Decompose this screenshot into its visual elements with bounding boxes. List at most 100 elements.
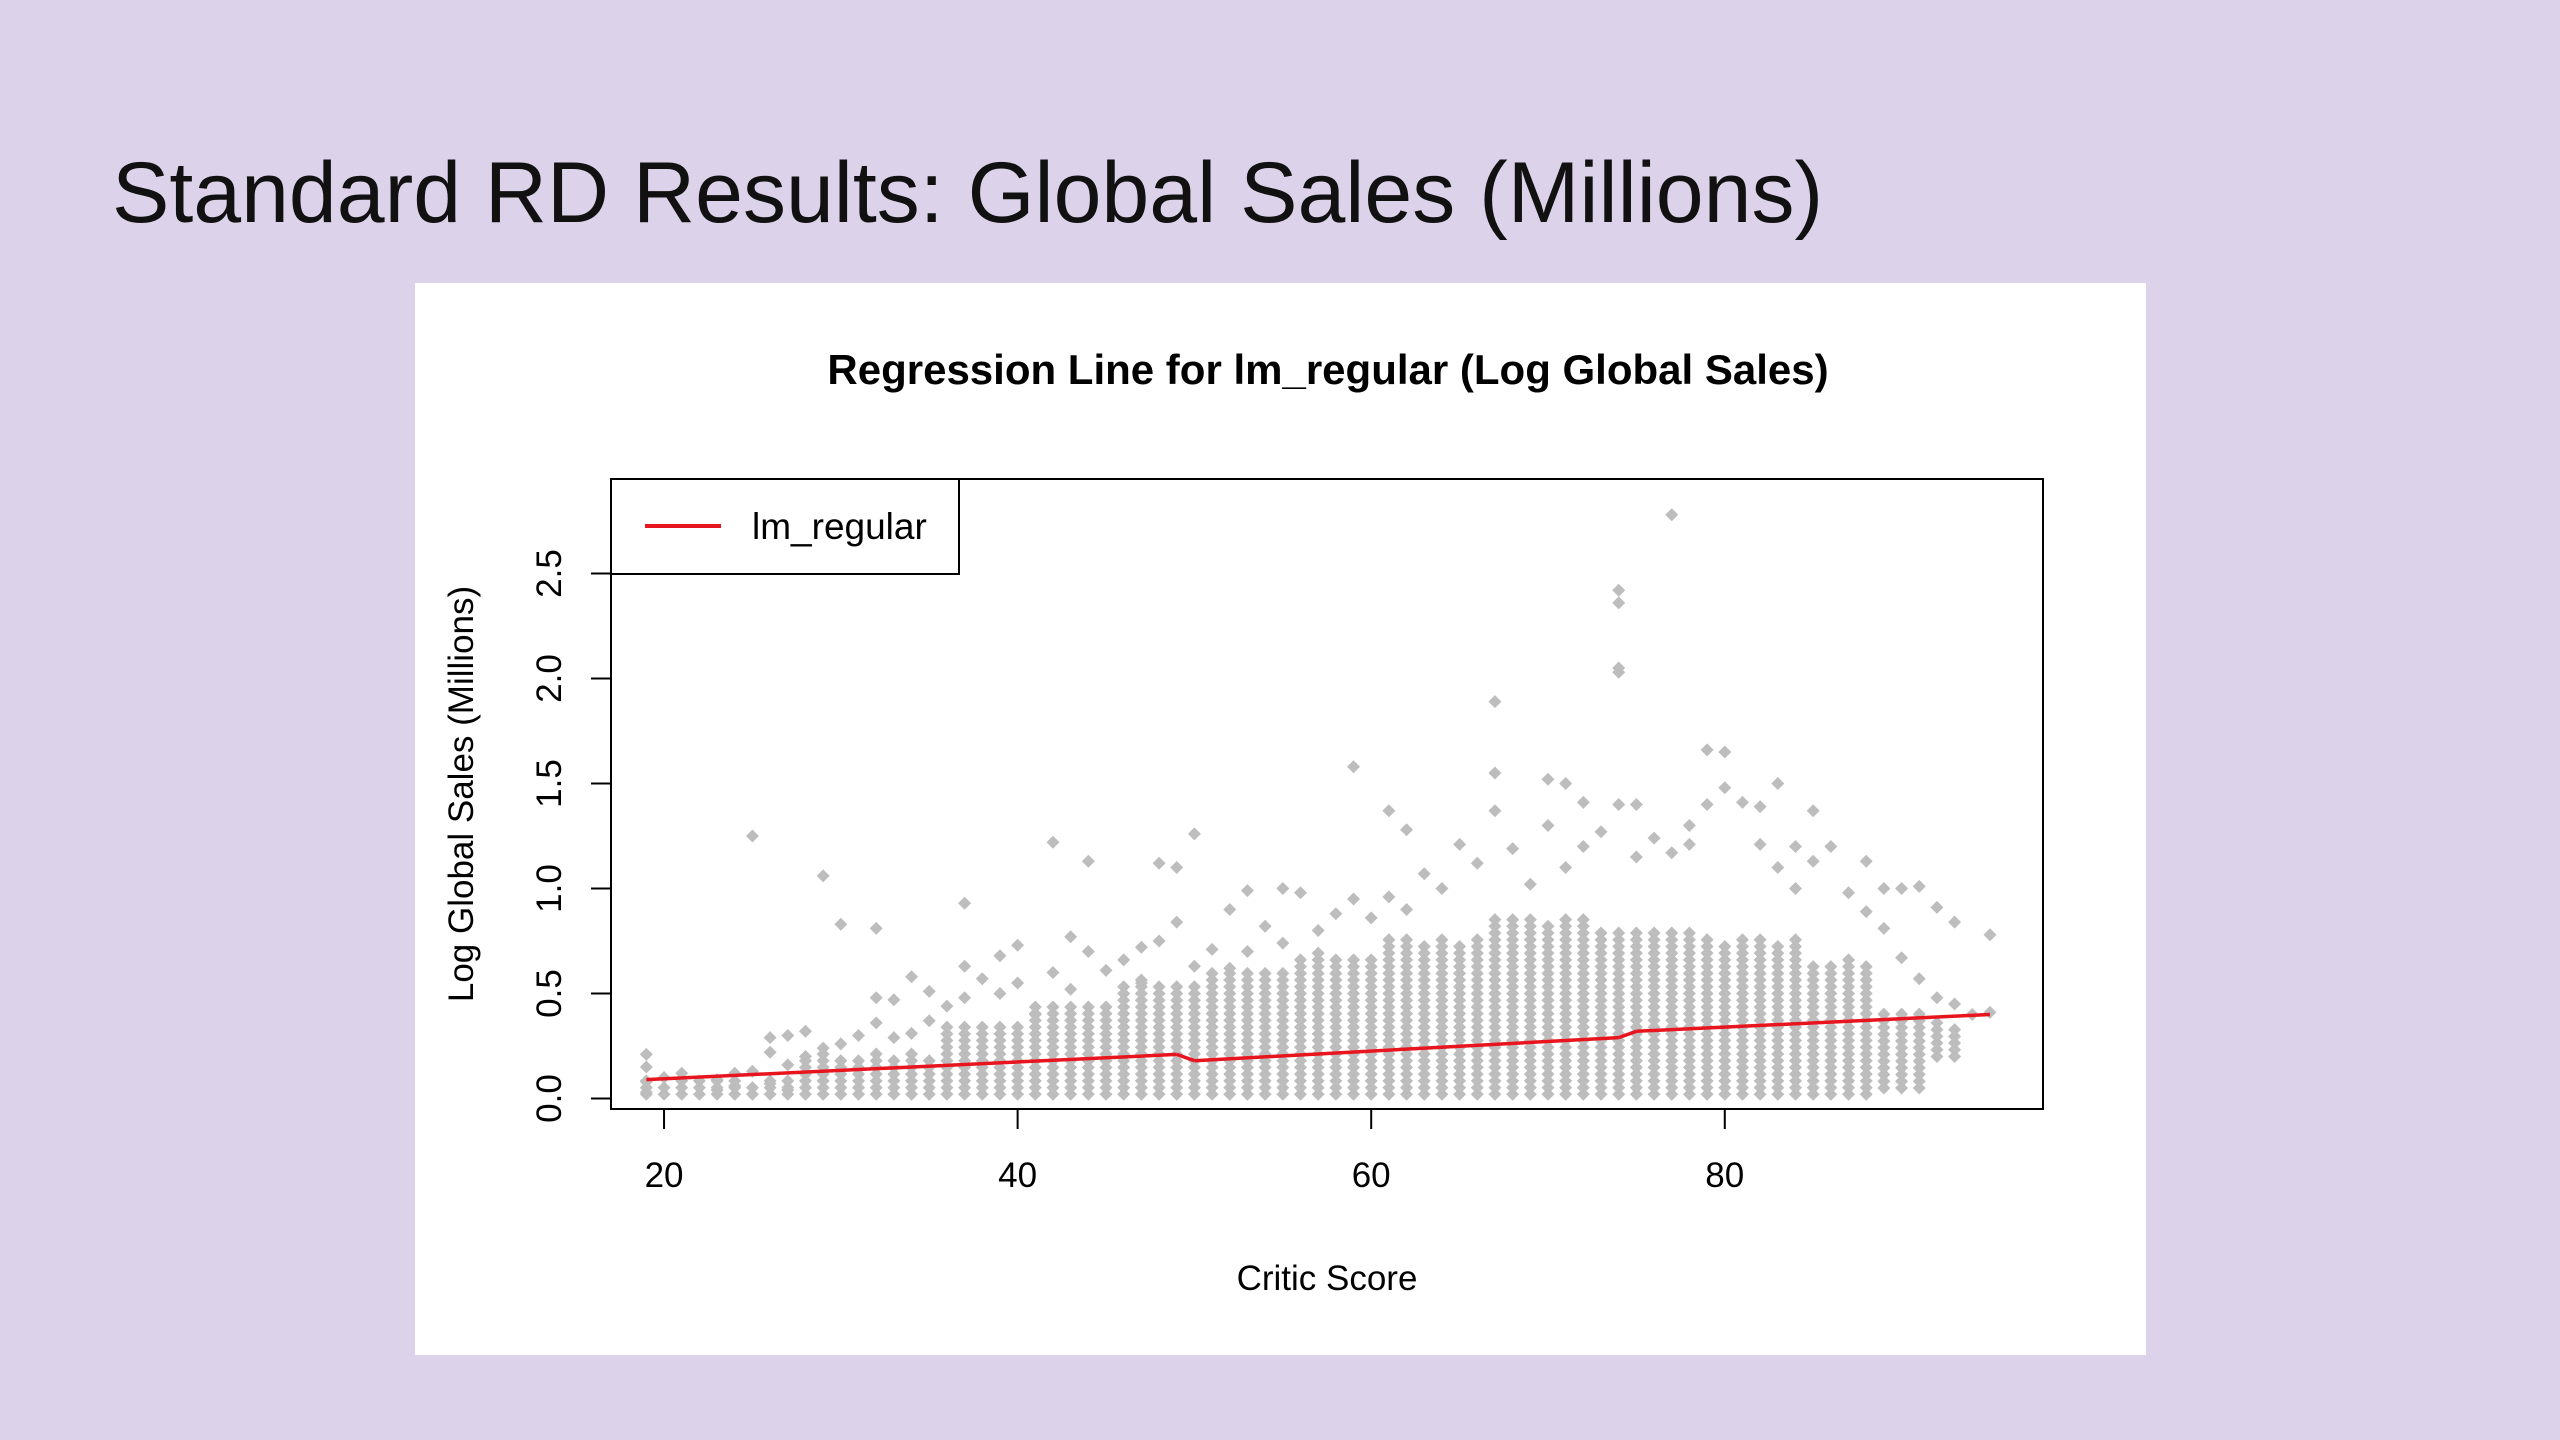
scatter-point bbox=[1240, 1060, 1254, 1074]
scatter-point bbox=[1152, 934, 1166, 948]
scatter-point bbox=[1771, 1007, 1785, 1021]
scatter-point bbox=[1594, 1067, 1608, 1081]
scatter-point bbox=[1612, 583, 1626, 597]
scatter-point bbox=[993, 1027, 1007, 1041]
scatter-point bbox=[922, 1067, 936, 1081]
scatter-point bbox=[1170, 1087, 1184, 1101]
scatter-point bbox=[1612, 987, 1626, 1000]
scatter-point bbox=[1700, 1007, 1714, 1021]
scatter-point bbox=[1488, 1067, 1502, 1081]
regression-line-segment bbox=[646, 1052, 1177, 1082]
scatter-point bbox=[1347, 1013, 1361, 1027]
scatter-point bbox=[1682, 1000, 1696, 1014]
scatter-point bbox=[1028, 1081, 1042, 1095]
scatter-point bbox=[1187, 1020, 1201, 1034]
scatter-point bbox=[1753, 1027, 1767, 1041]
scatter-point bbox=[1506, 960, 1520, 974]
scatter-point bbox=[1824, 1054, 1838, 1068]
scatter-point bbox=[1382, 1000, 1396, 1014]
scatter-point bbox=[1400, 973, 1414, 987]
scatter-point bbox=[1647, 939, 1661, 953]
scatter-point bbox=[958, 1020, 972, 1034]
scatter-point bbox=[1099, 1081, 1113, 1095]
scatter-point bbox=[1594, 946, 1608, 960]
scatter-point bbox=[887, 1031, 901, 1045]
scatter-point bbox=[1895, 1061, 1909, 1075]
scatter-point bbox=[1541, 1027, 1555, 1041]
scatter-point bbox=[1453, 1067, 1467, 1081]
scatter-point bbox=[1576, 980, 1590, 994]
scatter-point bbox=[1223, 1040, 1237, 1054]
scatter-point bbox=[1205, 973, 1219, 987]
scatter-point bbox=[887, 1054, 901, 1068]
scatter-point bbox=[1576, 926, 1590, 940]
scatter-point bbox=[1117, 1081, 1131, 1095]
scatter-point bbox=[1771, 861, 1785, 874]
chart-title: Regression Line for lm_regular (Log Glob… bbox=[827, 346, 1828, 393]
scatter-point bbox=[1682, 939, 1696, 953]
scatter-point bbox=[1117, 987, 1131, 1000]
scatter-point bbox=[1347, 987, 1361, 1000]
scatter-point bbox=[1400, 1027, 1414, 1041]
scatter-point bbox=[1364, 1074, 1378, 1088]
scatter-point bbox=[1417, 1020, 1431, 1034]
scatter-point bbox=[1788, 1054, 1802, 1068]
scatter-point bbox=[1629, 960, 1643, 974]
scatter-point bbox=[1541, 966, 1555, 980]
scatter-point bbox=[1364, 1013, 1378, 1027]
scatter-point bbox=[940, 1020, 954, 1034]
scatter-point bbox=[1895, 1021, 1909, 1035]
scatter-point bbox=[1665, 939, 1679, 953]
scatter-point bbox=[1417, 867, 1431, 881]
scatter-point bbox=[1771, 939, 1785, 953]
y-tick-label: 0.0 bbox=[530, 1074, 569, 1123]
scatter-point bbox=[1435, 1087, 1449, 1101]
scatter-point bbox=[1240, 987, 1254, 1000]
scatter-point bbox=[1205, 1074, 1219, 1088]
scatter-point bbox=[1293, 1007, 1307, 1021]
scatter-point bbox=[1682, 933, 1696, 947]
scatter-point bbox=[1735, 1047, 1749, 1061]
scatter-point bbox=[1753, 1040, 1767, 1054]
scatter-point bbox=[1700, 1054, 1714, 1068]
scatter-point bbox=[1594, 966, 1608, 980]
scatter-point bbox=[1523, 1054, 1537, 1068]
scatter-point bbox=[1576, 913, 1590, 927]
scatter-point bbox=[1877, 1027, 1891, 1041]
scatter-point bbox=[1488, 933, 1502, 947]
scatter-point bbox=[1187, 987, 1201, 1000]
scatter-point bbox=[1523, 919, 1537, 933]
scatter-point bbox=[1011, 1067, 1025, 1081]
scatter-point bbox=[1771, 1034, 1785, 1048]
scatter-point bbox=[1824, 1081, 1838, 1095]
scatter-point bbox=[1895, 1054, 1909, 1068]
scatter-point bbox=[1400, 1074, 1414, 1088]
scatter-point bbox=[1718, 1013, 1732, 1027]
scatter-point bbox=[1576, 919, 1590, 933]
scatter-point bbox=[1842, 1081, 1856, 1095]
scatter-point bbox=[1682, 1081, 1696, 1095]
scatter-point bbox=[1170, 980, 1184, 994]
scatter-point bbox=[940, 1034, 954, 1048]
scatter-point bbox=[1523, 877, 1537, 891]
scatter-point bbox=[1718, 1074, 1732, 1088]
scatter-chart: Regression Line for lm_regular (Log Glob… bbox=[442, 346, 2044, 1298]
scatter-point bbox=[1223, 1034, 1237, 1048]
scatter-point bbox=[1347, 1020, 1361, 1034]
scatter-point bbox=[1576, 987, 1590, 1000]
scatter-point bbox=[1258, 1013, 1272, 1027]
scatter-point bbox=[1187, 959, 1201, 973]
scatter-point bbox=[1223, 987, 1237, 1000]
scatter-point bbox=[975, 1047, 989, 1061]
scatter-point bbox=[1293, 1087, 1307, 1101]
scatter-point bbox=[816, 1054, 830, 1068]
scatter-point bbox=[1117, 1060, 1131, 1074]
scatter-point bbox=[1170, 993, 1184, 1007]
scatter-point bbox=[1223, 1060, 1237, 1074]
scatter-point bbox=[993, 1020, 1007, 1034]
scatter-point bbox=[905, 1081, 919, 1095]
scatter-point bbox=[887, 1067, 901, 1081]
scatter-point bbox=[1665, 1047, 1679, 1061]
scatter-point bbox=[922, 984, 936, 998]
scatter-point bbox=[1364, 1020, 1378, 1034]
